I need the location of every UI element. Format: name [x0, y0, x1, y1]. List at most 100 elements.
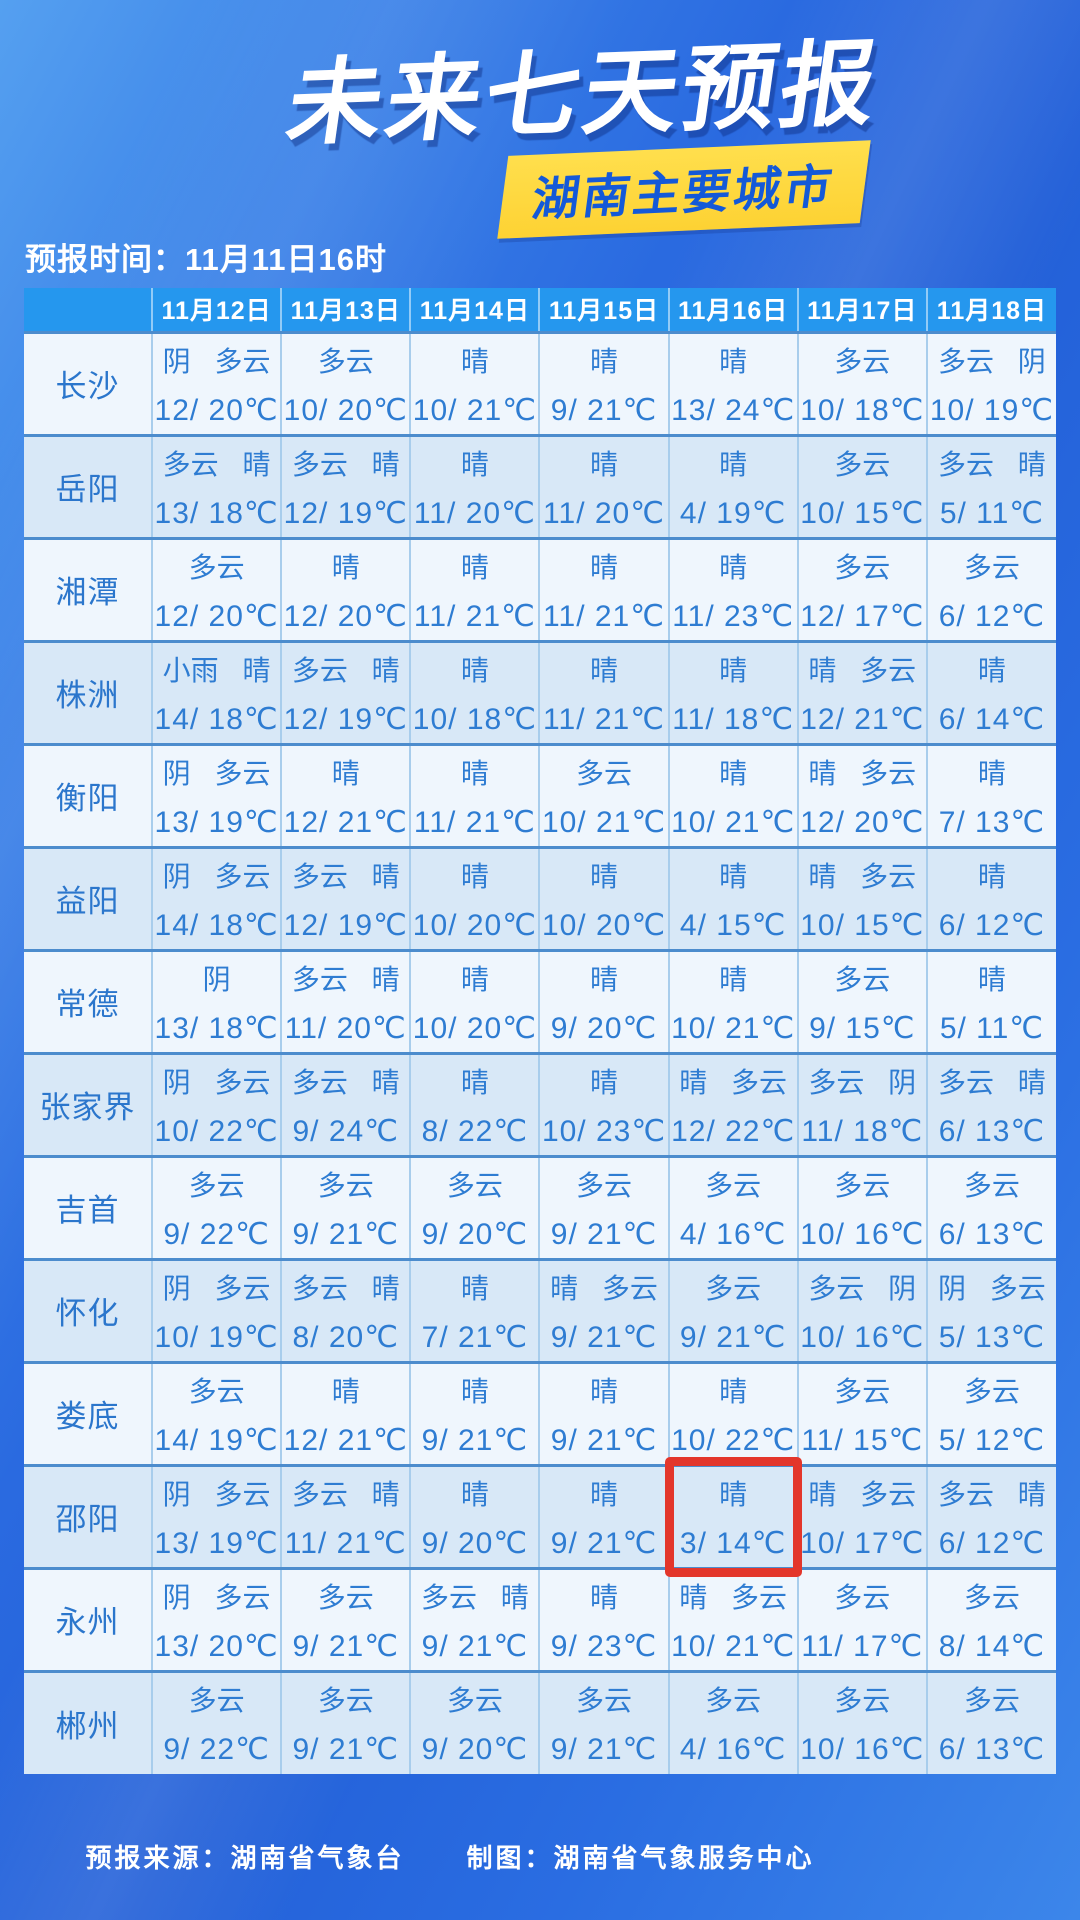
forecast-cell: 多云 6/ 12℃: [925, 538, 1056, 641]
temperature-text: 9/ 15℃: [809, 1011, 916, 1045]
condition-text: 多云 阴: [938, 345, 1046, 377]
condition-text: 小雨 晴: [162, 654, 271, 686]
temperature-text: 10/ 20℃: [541, 908, 667, 942]
condition-text: 多云: [705, 1169, 762, 1201]
condition-text: 晴: [589, 860, 618, 892]
forecast-cell: 晴 11/ 20℃: [538, 435, 669, 538]
condition-text: 晴: [460, 1066, 489, 1098]
forecast-cell: 阴 多云 13/ 19℃: [150, 744, 282, 847]
forecast-cell: 晴 12/ 20℃: [280, 538, 411, 641]
condition-text: 多云 晴: [420, 1581, 529, 1613]
forecast-cell: 晴 13/ 24℃: [667, 332, 798, 435]
temperature-text: 14/ 18℃: [154, 908, 279, 942]
city-cell: 怀化: [24, 1259, 152, 1362]
temperature-text: 9/ 23℃: [550, 1629, 658, 1663]
forecast-cell: 多云 阴 10/ 16℃: [796, 1259, 927, 1362]
forecast-cell: 阴 多云 10/ 19℃: [150, 1259, 282, 1362]
condition-text: 晴: [589, 1066, 618, 1098]
table-row: 娄底 多云 14/ 19℃ 晴 12/ 21℃ 晴 9/ 21℃ 晴 9/ 21℃ 晴 10/ 22…: [24, 1362, 1056, 1465]
temperature-text: 9/ 21℃: [292, 1217, 399, 1251]
forecast-cell: 多云 10/ 16℃: [796, 1671, 927, 1774]
temperature-text: 11/ 15℃: [801, 1423, 924, 1457]
temperature-text: 11/ 18℃: [801, 1114, 924, 1148]
forecast-cell: 晴 8/ 22℃: [409, 1053, 540, 1156]
forecast-cell: 晴 5/ 11℃: [925, 950, 1056, 1053]
forecast-cell: 晴 11/ 21℃: [409, 744, 540, 847]
condition-text: 晴: [719, 963, 748, 995]
condition-text: 多云 晴: [938, 448, 1046, 480]
condition-text: 多云 晴: [291, 1066, 400, 1098]
condition-text: 晴: [460, 551, 489, 583]
table-row: 岳阳 多云 晴 13/ 18℃ 多云 晴 12/ 19℃ 晴 11/ 20℃ 晴 11/ 20℃…: [24, 435, 1056, 538]
temperature-text: 11/ 21℃: [284, 1526, 407, 1560]
forecast-cell: 晴 12/ 21℃: [280, 744, 411, 847]
condition-text: 晴: [719, 757, 748, 789]
temperature-text: 12/ 21℃: [283, 805, 408, 839]
temperature-text: 7/ 21℃: [421, 1320, 529, 1354]
temperature-text: 6/ 13℃: [938, 1733, 1046, 1767]
condition-text: 多云: [317, 1169, 374, 1201]
condition-text: 晴: [589, 1375, 618, 1407]
temperature-text: 10/ 21℃: [671, 805, 796, 839]
forecast-cell: 多云 晴 13/ 18℃: [150, 435, 282, 538]
table-row: 常德 阴 13/ 18℃ 多云 晴 11/ 20℃ 晴 10/ 20℃ 晴 9/ 20℃ 晴 10/…: [24, 950, 1056, 1053]
forecast-cell: 多云 9/ 21℃: [280, 1568, 411, 1671]
condition-text: 多云: [834, 551, 891, 583]
temperature-text: 11/ 21℃: [413, 599, 536, 633]
temperature-text: 10/ 18℃: [800, 393, 925, 427]
condition-text: 多云: [963, 1169, 1020, 1201]
condition-text: 晴: [589, 654, 618, 686]
forecast-cell: 多云 晴 11/ 20℃: [280, 950, 411, 1053]
table-row: 郴州 多云 9/ 22℃ 多云 9/ 21℃ 多云 9/ 20℃ 多云 9/ 21℃ 多云 4/ 1…: [24, 1671, 1056, 1774]
condition-text: 晴: [589, 963, 618, 995]
forecast-cell: 多云 阴 11/ 18℃: [796, 1053, 927, 1156]
temperature-text: 12/ 19℃: [283, 496, 408, 530]
city-cell: 郴州: [24, 1671, 152, 1774]
city-cell: 永州: [24, 1568, 152, 1671]
table-row: 永州阴 多云 13/ 20℃ 多云 9/ 21℃ 多云 晴 9/ 21℃ 晴 9/ 23℃ 晴 …: [24, 1568, 1056, 1671]
temperature-text: 13/ 19℃: [154, 1526, 279, 1560]
temperature-text: 11/ 17℃: [801, 1629, 924, 1663]
forecast-cell: 多云 晴 11/ 21℃: [280, 1465, 411, 1568]
temperature-text: 8/ 22℃: [421, 1114, 529, 1148]
temperature-text: 11/ 20℃: [413, 496, 536, 530]
condition-text: 多云: [575, 757, 632, 789]
condition-text: 晴 多云: [679, 1581, 788, 1613]
temperature-text: 6/ 12℃: [938, 599, 1046, 633]
forecast-cell: 多云 4/ 16℃: [667, 1671, 798, 1774]
condition-text: 晴: [460, 1272, 489, 1304]
forecast-cell: 晴 6/ 12℃: [925, 847, 1056, 950]
date-header-cell: 11月17日: [796, 288, 927, 332]
condition-text: 晴: [719, 860, 748, 892]
forecast-cell: 晴 多云 10/ 17℃: [796, 1465, 927, 1568]
temperature-text: 14/ 18℃: [154, 702, 279, 736]
condition-text: 晴: [589, 448, 618, 480]
temperature-text: 10/ 20℃: [283, 393, 408, 427]
city-cell: 长沙: [24, 332, 152, 435]
forecast-cell: 多云 9/ 21℃: [538, 1671, 669, 1774]
forecast-cell: 多云 11/ 15℃: [796, 1362, 927, 1465]
temperature-text: 11/ 21℃: [543, 599, 665, 633]
date-header-cell: 11月15日: [538, 288, 669, 332]
forecast-cell: 晴 11/ 18℃: [667, 641, 798, 744]
forecast-cell: 晴 9/ 21℃: [538, 332, 669, 435]
forecast-cell: 晴 10/ 21℃: [667, 744, 798, 847]
condition-text: 多云: [963, 1685, 1020, 1717]
forecast-cell: 晴 9/ 21℃: [409, 1362, 540, 1465]
forecast-cell: 多云 6/ 13℃: [925, 1156, 1056, 1259]
condition-text: 晴: [719, 1478, 748, 1510]
temperature-text: 5/ 13℃: [938, 1320, 1046, 1354]
temperature-text: 9/ 22℃: [163, 1733, 270, 1767]
forecast-cell: 晴 多云 9/ 21℃: [538, 1259, 669, 1362]
forecast-cell: 晴 4/ 15℃: [667, 847, 798, 950]
forecast-table: 11月12日 11月13日 11月14日 11月15日 11月16日 11月17日 11月1…: [24, 288, 1056, 1774]
forecast-cell: 多云 10/ 21℃: [538, 744, 669, 847]
temperature-text: 10/ 16℃: [800, 1320, 925, 1354]
condition-text: 多云: [834, 1169, 891, 1201]
date-header-cell: 11月16日: [667, 288, 798, 332]
condition-text: 多云: [446, 1169, 503, 1201]
condition-text: 多云: [705, 1685, 762, 1717]
temperature-text: 9/ 20℃: [421, 1217, 529, 1251]
temperature-text: 10/ 15℃: [800, 496, 925, 530]
temperature-text: 7/ 13℃: [938, 805, 1046, 839]
